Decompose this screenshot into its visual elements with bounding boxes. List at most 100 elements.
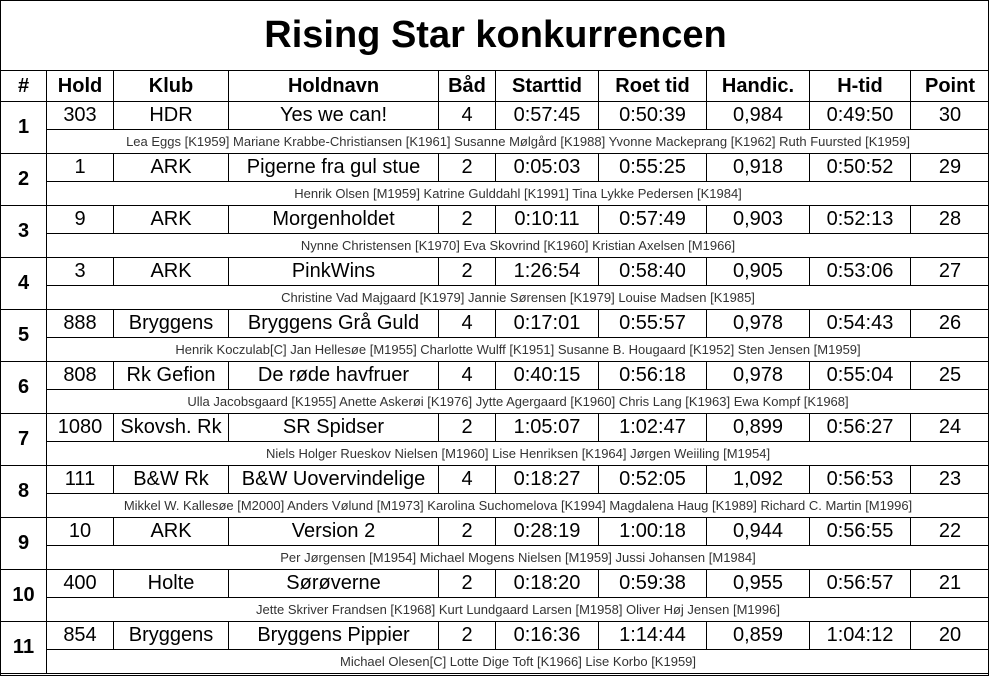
data-cell: 4 (439, 466, 496, 494)
data-cell: 2 (439, 570, 496, 598)
data-cell: 29 (911, 154, 988, 182)
data-cell: 3 (47, 258, 114, 286)
data-cell: 2 (439, 518, 496, 546)
crew-cell: Lea Eggs [K1959] Mariane Krabbe-Christia… (47, 130, 988, 154)
data-cell: 0,905 (707, 258, 810, 286)
crew-cell: Mikkel W. Kallesøe [M2000] Anders Vølund… (47, 494, 988, 518)
data-cell: 0:59:38 (599, 570, 707, 598)
data-cell: Version 2 (229, 518, 439, 546)
data-cell: 0:53:06 (810, 258, 911, 286)
data-cell: 0:56:57 (810, 570, 911, 598)
data-cell: 0,984 (707, 102, 810, 130)
rank-cell: 1 (1, 102, 47, 154)
data-cell: 2 (439, 414, 496, 442)
data-cell: 9 (47, 206, 114, 234)
data-cell: 0:57:45 (496, 102, 599, 130)
data-cell: 400 (47, 570, 114, 598)
data-cell: 30 (911, 102, 988, 130)
data-cell: 854 (47, 622, 114, 650)
data-cell: 0,918 (707, 154, 810, 182)
crew-cell: Niels Holger Rueskov Nielsen [M1960] Lis… (47, 442, 988, 466)
data-cell: 10 (47, 518, 114, 546)
data-cell: 0:50:52 (810, 154, 911, 182)
column-header: Klub (114, 71, 229, 102)
rank-cell: 3 (1, 206, 47, 258)
data-cell: 23 (911, 466, 988, 494)
column-header: Hold (47, 71, 114, 102)
data-cell: 0:40:15 (496, 362, 599, 390)
column-header: Roet tid (599, 71, 707, 102)
crew-cell: Per Jørgensen [M1954] Michael Mogens Nie… (47, 546, 988, 570)
data-cell: 24 (911, 414, 988, 442)
data-cell: 0:49:50 (810, 102, 911, 130)
data-cell: 0,955 (707, 570, 810, 598)
data-cell: B&W Rk (114, 466, 229, 494)
crew-cell: Henrik Olsen [M1959] Katrine Gulddahl [K… (47, 182, 988, 206)
data-cell: 1080 (47, 414, 114, 442)
data-cell: Skovsh. Rk (114, 414, 229, 442)
data-cell: 1:04:12 (810, 622, 911, 650)
data-cell: 1:26:54 (496, 258, 599, 286)
data-cell: 21 (911, 570, 988, 598)
data-cell: 0,944 (707, 518, 810, 546)
data-cell: Rk Gefion (114, 362, 229, 390)
rank-cell: 2 (1, 154, 47, 206)
rank-cell: 8 (1, 466, 47, 518)
data-cell: De røde havfruer (229, 362, 439, 390)
data-cell: 25 (911, 362, 988, 390)
data-cell: 0:56:55 (810, 518, 911, 546)
data-cell: 20 (911, 622, 988, 650)
data-cell: 2 (439, 206, 496, 234)
data-cell: 0,859 (707, 622, 810, 650)
crew-cell: Henrik Koczulab[C] Jan Hellesøe [M1955] … (47, 338, 988, 362)
data-cell: Holte (114, 570, 229, 598)
data-cell: 0:05:03 (496, 154, 599, 182)
data-cell: 0:50:39 (599, 102, 707, 130)
data-cell: 1:14:44 (599, 622, 707, 650)
data-cell: 0:55:25 (599, 154, 707, 182)
data-cell: 0:55:57 (599, 310, 707, 338)
data-cell: Sørøverne (229, 570, 439, 598)
crew-cell: Nynne Christensen [K1970] Eva Skovrind [… (47, 234, 988, 258)
data-cell: 27 (911, 258, 988, 286)
data-cell: Yes we can! (229, 102, 439, 130)
data-cell: 2 (439, 622, 496, 650)
data-cell: 0:52:13 (810, 206, 911, 234)
data-cell: B&W Uovervindelige (229, 466, 439, 494)
rank-cell: 6 (1, 362, 47, 414)
data-cell: 0:56:53 (810, 466, 911, 494)
data-cell: 4 (439, 362, 496, 390)
data-cell: 0,978 (707, 362, 810, 390)
column-header: Båd (439, 71, 496, 102)
data-cell: ARK (114, 518, 229, 546)
data-cell: 0:18:27 (496, 466, 599, 494)
rank-cell: 7 (1, 414, 47, 466)
rank-cell: 9 (1, 518, 47, 570)
data-cell: ARK (114, 258, 229, 286)
data-cell: ARK (114, 154, 229, 182)
data-cell: ARK (114, 206, 229, 234)
data-cell: 2 (439, 258, 496, 286)
rank-cell: 10 (1, 570, 47, 622)
data-cell: PinkWins (229, 258, 439, 286)
data-cell: 0:55:04 (810, 362, 911, 390)
data-cell: 808 (47, 362, 114, 390)
data-cell: 0:57:49 (599, 206, 707, 234)
data-cell: 0:16:36 (496, 622, 599, 650)
data-cell: 0:28:19 (496, 518, 599, 546)
data-cell: 0:10:11 (496, 206, 599, 234)
data-cell: 0:54:43 (810, 310, 911, 338)
rank-cell: 4 (1, 258, 47, 310)
data-cell: Pigerne fra gul stue (229, 154, 439, 182)
crew-cell: Ulla Jacobsgaard [K1955] Anette Askerøi … (47, 390, 988, 414)
data-cell: 22 (911, 518, 988, 546)
data-cell: 0:58:40 (599, 258, 707, 286)
data-cell: 1:02:47 (599, 414, 707, 442)
column-header: # (1, 71, 47, 102)
data-cell: 0:17:01 (496, 310, 599, 338)
data-cell: 1:00:18 (599, 518, 707, 546)
crew-cell: Jette Skriver Frandsen [K1968] Kurt Lund… (47, 598, 988, 622)
data-cell: 0:52:05 (599, 466, 707, 494)
data-cell: Bryggens Grå Guld (229, 310, 439, 338)
data-cell: 888 (47, 310, 114, 338)
